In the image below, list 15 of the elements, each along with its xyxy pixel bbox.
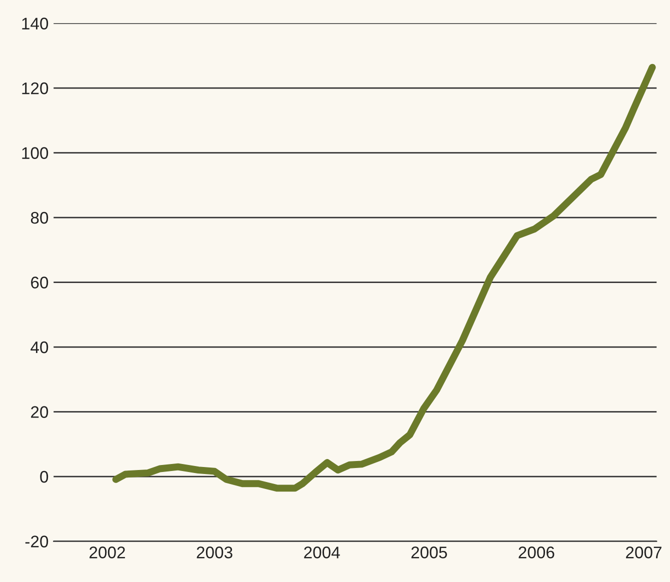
y-tick-label: 100 <box>22 147 48 159</box>
x-tick-label: 2004 <box>304 546 340 558</box>
x-tick-label: 2006 <box>518 546 554 558</box>
y-tick-label: 40 <box>30 341 48 354</box>
x-tick-label: 2007 <box>626 546 662 558</box>
y-tick-label: 80 <box>30 212 48 224</box>
y-tick-label: 0 <box>40 470 48 483</box>
y-tick-label: 120 <box>22 82 48 94</box>
y-tick-label: 60 <box>31 276 48 288</box>
y-tick-label: 140 <box>22 18 48 30</box>
x-tick-label: 2005 <box>411 546 447 558</box>
y-tick-label: 20 <box>31 406 48 418</box>
x-tick-label: 2002 <box>90 546 125 558</box>
x-tick-label: 2003 <box>196 546 232 558</box>
y-tick-label: -20 <box>25 536 48 548</box>
